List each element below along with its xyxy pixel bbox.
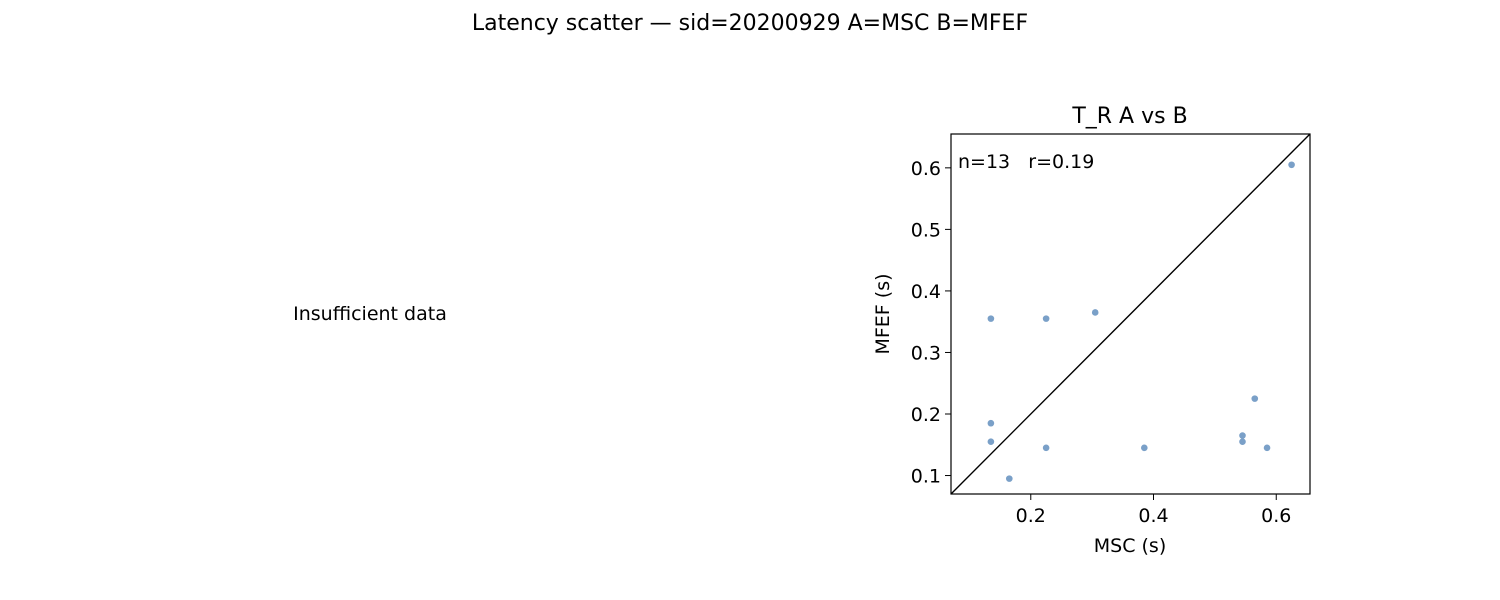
scatter-point-9: [1239, 438, 1246, 445]
identity-line: [950, 133, 1311, 495]
scatter-point-3: [1005, 475, 1013, 482]
scatter-point-1: [987, 419, 995, 427]
y-tick-label: 0.6: [911, 158, 941, 180]
y-tick-label: 0.5: [911, 219, 941, 241]
insufficient-data-message: Insufficient data: [293, 303, 447, 325]
x-tick-label: 0.6: [1261, 505, 1291, 527]
x-axis-label: MSC (s): [1094, 535, 1166, 557]
scatter-point-0: [987, 315, 995, 322]
y-tick-label: 0.4: [911, 281, 941, 303]
y-axis: 0.1 0.2 0.3 0.4 0.5 0.6: [911, 158, 951, 488]
x-tick-label: 0.2: [1016, 505, 1046, 527]
plot-area: [950, 133, 1311, 495]
scatter-point-5: [1042, 444, 1050, 452]
scatter-point-11: [1263, 444, 1271, 452]
scatter-point-2: [987, 438, 995, 445]
y-axis-label: MFEF (s): [872, 273, 894, 354]
y-tick-label: 0.2: [911, 404, 941, 426]
scatter-point-4: [1042, 315, 1050, 322]
scatter-point-10: [1251, 395, 1259, 402]
axes-frame: [950, 133, 1311, 495]
scatter-panel: T_R A vs B 0.2 0.4 0.6 0.10.20.30.40.50.6 …: [872, 104, 1311, 557]
scatter-point-12: [1288, 161, 1295, 169]
y-tick-label: 0.1: [911, 466, 941, 488]
x-axis: 0.2 0.4 0.6: [1016, 494, 1291, 527]
scatter-point-6: [1091, 309, 1099, 316]
y-tick-label: 0.3: [911, 342, 941, 364]
stats-annotation: n=13 r=0.19: [958, 151, 1094, 173]
scatter-point-7: [1141, 444, 1148, 452]
figure-suptitle: Latency scatter — sid=20200929 A=MSC B=M…: [472, 11, 1028, 36]
panel-title: T_R A vs B: [1071, 104, 1187, 129]
x-tick-label: 0.4: [1138, 505, 1168, 527]
scatter-point-8: [1239, 432, 1246, 439]
